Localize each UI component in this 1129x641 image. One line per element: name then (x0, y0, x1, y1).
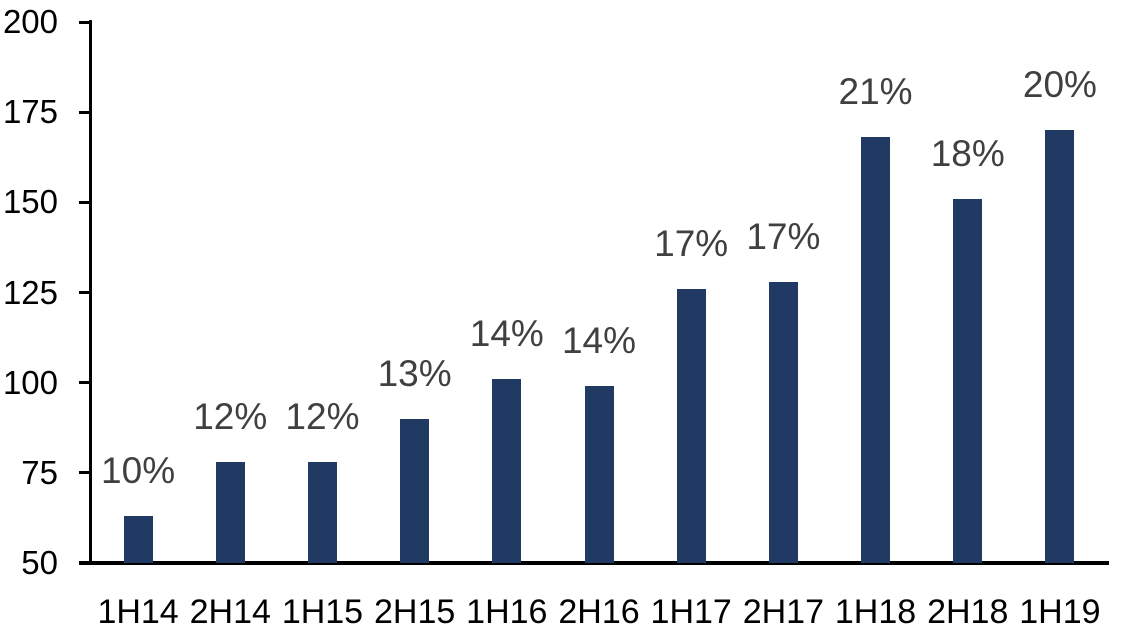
bar-value-label: 18% (930, 132, 1005, 174)
bar (123, 516, 153, 563)
x-tick-label: 2H14 (189, 593, 271, 631)
y-tick-label: 150 (2, 183, 58, 221)
y-tick-label: 175 (2, 93, 58, 131)
x-tick-label: 2H15 (373, 593, 456, 631)
bar (492, 379, 522, 563)
x-tick-label: 2H17 (742, 593, 824, 631)
y-tick-mark (79, 110, 92, 114)
y-tick-mark (79, 381, 92, 385)
y-tick-mark (79, 561, 92, 565)
y-tick-label: 75 (21, 453, 58, 491)
bar (861, 137, 891, 563)
x-tick-label: 1H18 (834, 593, 917, 631)
y-tick-mark (79, 20, 92, 24)
y-tick-label: 125 (2, 273, 58, 311)
bar (953, 198, 983, 563)
y-tick-label: 100 (2, 363, 58, 401)
x-tick-label: 2H16 (558, 593, 640, 631)
x-axis-line (79, 561, 1109, 565)
bar (768, 281, 798, 563)
bar-value-label: 13% (377, 352, 452, 394)
bar-value-label: 14% (561, 320, 637, 362)
y-tick-mark (79, 471, 92, 475)
bar-value-label: 14% (469, 313, 544, 355)
bar-value-label: 17% (746, 215, 821, 257)
bar-value-label: 12% (285, 396, 360, 437)
bar-value-label: 10% (101, 450, 176, 492)
x-tick-label: 1H14 (97, 593, 179, 631)
x-tick-label: 2H18 (927, 593, 1009, 631)
bar (676, 288, 706, 563)
x-tick-label: 1H15 (281, 593, 364, 631)
y-tick-mark (79, 291, 92, 294)
bar (400, 418, 430, 563)
bar (215, 462, 245, 563)
x-tick-label: 1H19 (1019, 593, 1101, 631)
x-tick-label: 1H17 (650, 593, 732, 631)
bar (307, 462, 337, 563)
bar-value-label: 20% (1022, 64, 1097, 106)
y-tick-label: 200 (2, 3, 58, 40)
bar-value-label: 12% (193, 396, 268, 437)
bar (584, 386, 614, 563)
bar (1045, 130, 1075, 563)
y-tick-label: 50 (21, 544, 58, 581)
bar-value-label: 17% (654, 222, 729, 264)
y-tick-mark (79, 200, 92, 204)
x-tick-label: 1H16 (466, 593, 548, 631)
bar-value-label: 21% (838, 71, 913, 113)
